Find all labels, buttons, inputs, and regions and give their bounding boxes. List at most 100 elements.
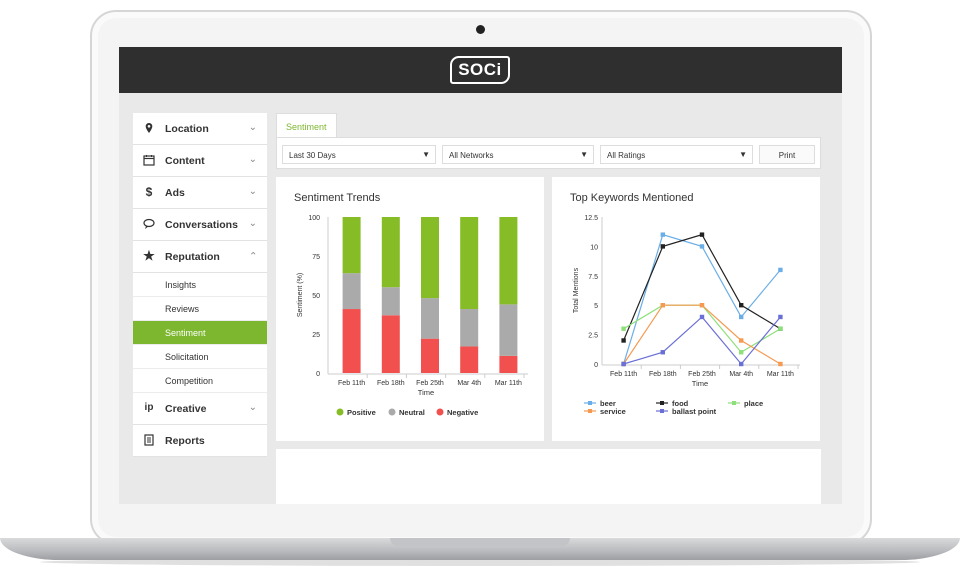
ratings-value: All Ratings (607, 151, 646, 160)
series-line-ballast-point (623, 316, 781, 365)
x-tick-label: Feb 18th (377, 380, 405, 387)
bar-segment-negative (381, 315, 400, 373)
laptop-base (0, 538, 960, 560)
x-tick-label: Feb 11th (338, 380, 365, 387)
date-range-value: Last 30 Days (289, 151, 336, 160)
y-tick-label: 75 (312, 254, 320, 261)
creative-icon: ip (144, 402, 154, 413)
networks-value: All Networks (449, 151, 494, 160)
y-tick-label: 0 (316, 371, 320, 378)
sidebar-subitem-sentiment[interactable]: Sentiment (133, 321, 267, 345)
sidebar-item-reputation[interactable]: ★ Reputation ⌄ (133, 241, 267, 273)
bar-segment-negative (499, 355, 518, 373)
sidebar-subitem-competition[interactable]: Competition (133, 369, 267, 393)
dollar-icon: $ (145, 185, 153, 199)
data-point-place (778, 326, 783, 331)
y-tick-label: 5 (594, 303, 598, 310)
date-range-select[interactable]: Last 30 Days ▼ (282, 145, 436, 164)
y-tick-label: 100 (308, 215, 320, 222)
data-point-beer (699, 244, 705, 249)
y-axis-title: Sentiment (%) (297, 273, 304, 317)
sidebar-item-creative[interactable]: ip Creative ⌄ (133, 393, 267, 425)
bar-segment-neutral (342, 273, 361, 310)
top-keywords-card: Top Keywords Mentioned 0 2.5 5 7.5 10 12.5 Feb… (552, 177, 820, 441)
x-tick-label: Mar 11th (767, 371, 794, 378)
chevron-down-icon: ⌄ (248, 154, 257, 165)
sidebar-subitem-reviews[interactable]: Reviews (133, 297, 267, 321)
sidebar-subitem-insights[interactable]: Insights (133, 273, 267, 297)
data-point-ballast-point (660, 350, 665, 355)
data-point-food (699, 232, 705, 237)
sentiment-trends-chart: 0 25 50 75 100 Feb 11th Feb 18th Feb 25th Mar 4t… (297, 215, 528, 417)
bar-segment-positive (499, 217, 518, 305)
data-point-place (739, 350, 744, 355)
y-tick-label: 12.5 (584, 215, 598, 222)
y-axis-title: Total Mentions (573, 267, 580, 313)
chevron-down-icon: ⌄ (248, 122, 257, 133)
tab-sentiment[interactable]: Sentiment (276, 113, 337, 138)
y-tick-label: 10 (590, 244, 598, 251)
data-point-beer (778, 267, 783, 273)
legend-label-place: place (744, 399, 763, 408)
sidebar-item-conversations[interactable]: Conversations ⌄ (133, 209, 267, 241)
sidebar-item-content[interactable]: Content ⌄ (133, 145, 267, 177)
y-tick-label: 0 (594, 362, 598, 369)
app-screen: SOCi Location ⌄ Content ⌄ $ Ads ⌄ Conver… (119, 47, 842, 504)
legend-marker-positive (336, 408, 344, 416)
data-point-service (739, 338, 744, 343)
data-point-ballast-point (621, 361, 626, 367)
sidebar-item-label: Content (165, 155, 205, 167)
x-tick-label: Feb 18th (649, 371, 677, 378)
calendar-icon (143, 154, 155, 166)
x-axis-title: Time (418, 388, 434, 397)
data-point-beer (739, 314, 744, 320)
camera-icon (476, 25, 485, 34)
bar-segment-positive (342, 217, 361, 274)
caret-down-icon: ▼ (422, 150, 430, 159)
chevron-down-icon: ⌄ (248, 402, 257, 413)
chevron-up-icon: ⌄ (248, 249, 257, 260)
legend-label-positive: Positive (347, 408, 376, 417)
legend-marker-food (660, 401, 664, 405)
sidebar-item-label: Ads (165, 187, 185, 199)
sidebar: Location ⌄ Content ⌄ $ Ads ⌄ Conversatio… (133, 113, 267, 457)
bar-segment-neutral (421, 298, 439, 339)
y-tick-label: 7.5 (588, 274, 598, 281)
bar-segment-neutral (499, 304, 518, 356)
sidebar-item-label: Reports (165, 435, 205, 447)
sidebar-item-location[interactable]: Location ⌄ (133, 113, 267, 145)
app-logo[interactable]: SOCi (450, 56, 510, 84)
chevron-down-icon: ⌄ (248, 218, 257, 229)
empty-card (276, 449, 821, 504)
x-tick-label: Mar 11th (495, 380, 522, 387)
data-point-food (621, 338, 626, 343)
x-tick-label: Feb 25th (416, 380, 444, 387)
caret-down-icon: ▼ (739, 150, 747, 159)
sidebar-item-label: Location (165, 123, 209, 135)
chevron-down-icon: ⌄ (248, 186, 257, 197)
sentiment-trends-card: Sentiment Trends 0 25 50 75 100 Feb 11th Feb 1… (276, 177, 544, 441)
sidebar-subitem-solicitation[interactable]: Solicitation (133, 345, 267, 369)
legend-marker-beer (588, 401, 592, 405)
print-button[interactable]: Print (759, 145, 815, 164)
legend-label-food: food (672, 399, 689, 408)
x-tick-label: Feb 25th (688, 371, 716, 378)
data-point-service (778, 361, 783, 367)
top-bar: SOCi (119, 47, 842, 93)
y-tick-label: 2.5 (588, 333, 598, 340)
ratings-select[interactable]: All Ratings ▼ (600, 145, 753, 164)
data-point-ballast-point (778, 314, 783, 320)
bar-segment-negative (460, 346, 479, 373)
sidebar-item-reports[interactable]: Reports (133, 425, 267, 457)
sidebar-item-ads[interactable]: $ Ads ⌄ (133, 177, 267, 209)
networks-select[interactable]: All Networks ▼ (442, 145, 594, 164)
x-tick-label: Mar 4th (729, 371, 753, 378)
y-tick-label: 25 (312, 332, 320, 339)
report-icon (143, 434, 155, 446)
legend-label-ballast-point: ballast point (672, 407, 717, 416)
legend-marker-ballast-point (660, 409, 664, 413)
data-point-beer (660, 232, 665, 237)
chat-icon (143, 218, 155, 230)
legend-marker-service (588, 409, 592, 413)
laptop-base-notch (390, 538, 570, 546)
